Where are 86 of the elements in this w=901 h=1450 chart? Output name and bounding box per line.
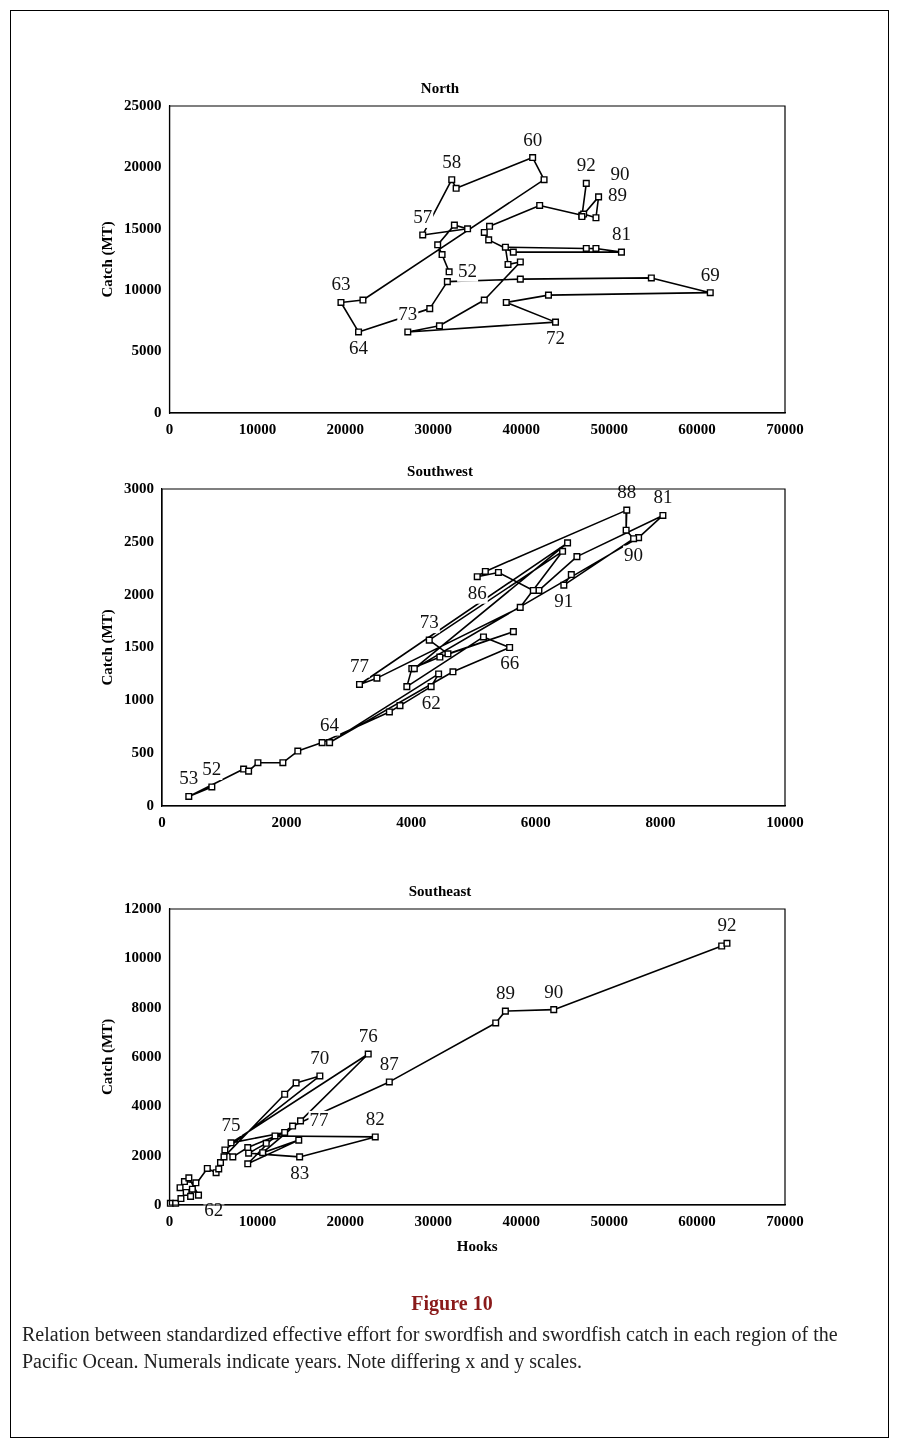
x-tick-label: 10000 xyxy=(238,1212,277,1229)
annotation: 66 xyxy=(500,652,520,674)
annotation: 53 xyxy=(179,767,199,789)
y-tick-label: 2500 xyxy=(124,532,154,549)
annotation: 88 xyxy=(617,481,637,503)
annotation: 90 xyxy=(544,980,564,1002)
annotation: 81 xyxy=(611,223,631,245)
annotation: 89 xyxy=(495,982,515,1004)
y-tick-label: 15000 xyxy=(124,219,162,236)
caption: Figure 10 xyxy=(410,1291,494,1317)
x-tick-label: 40000 xyxy=(502,1212,540,1229)
y-tick-label: 6000 xyxy=(131,1047,162,1064)
x-tick-label: 20000 xyxy=(326,420,365,437)
chart-title: North xyxy=(420,79,460,96)
y-tick-label: 3000 xyxy=(124,479,154,496)
y-tick-label: 10000 xyxy=(124,949,162,966)
annotation: 91 xyxy=(554,590,574,612)
x-tick-label: 2000 xyxy=(271,813,302,830)
annotation: 57 xyxy=(413,205,433,227)
x-tick-label: 10000 xyxy=(766,813,804,830)
x-tick-label: 40000 xyxy=(502,420,540,437)
chart-title: Southwest xyxy=(407,462,473,479)
annotation: 87 xyxy=(379,1052,399,1074)
annotation: 70 xyxy=(310,1046,330,1068)
x-tick-label: 60000 xyxy=(678,420,716,437)
annotation: 64 xyxy=(320,713,340,735)
annotation: 62 xyxy=(204,1199,224,1221)
y-tick-label: 1500 xyxy=(124,638,154,655)
y-tick-label: 0 xyxy=(154,1195,162,1212)
x-tick-label: 4000 xyxy=(396,813,427,830)
annotation: 83 xyxy=(290,1161,310,1183)
y-tick-label: 2000 xyxy=(124,585,154,602)
y-axis-title: Catch (MT) xyxy=(98,609,116,686)
x-tick-label: 50000 xyxy=(590,1212,628,1229)
y-tick-label: 8000 xyxy=(131,998,162,1015)
y-tick-label: 20000 xyxy=(124,158,162,175)
x-tick-label: 30000 xyxy=(414,1212,453,1229)
annotation: 52 xyxy=(458,259,478,281)
annotation: 92 xyxy=(576,154,596,176)
annotation: 86 xyxy=(467,581,487,603)
annotation: 72 xyxy=(546,327,566,349)
y-tick-label: 10000 xyxy=(124,281,162,298)
annotation: 63 xyxy=(331,273,351,295)
annotation: 52 xyxy=(202,757,222,779)
x-tick-label: 0 xyxy=(165,420,174,437)
x-tick-label: 60000 xyxy=(678,1212,716,1229)
annotation: 92 xyxy=(717,914,737,936)
x-tick-label: 70000 xyxy=(766,420,804,437)
y-tick-label: 2000 xyxy=(131,1146,162,1163)
chart-title: Southeast xyxy=(408,882,472,899)
y-tick-label: 5000 xyxy=(131,342,162,359)
x-tick-label: 6000 xyxy=(520,813,551,830)
y-tick-label: 0 xyxy=(146,796,154,813)
annotation: 60 xyxy=(523,128,543,150)
annotation: 76 xyxy=(358,1025,378,1047)
annotation: 73 xyxy=(398,302,418,324)
annotation: 75 xyxy=(221,1113,241,1135)
annotation: 81 xyxy=(653,486,673,508)
y-tick-label: 12000 xyxy=(124,899,162,916)
y-axis-title: Catch (MT) xyxy=(98,221,116,298)
y-tick-label: 4000 xyxy=(131,1097,162,1114)
annotation: 89 xyxy=(607,183,627,205)
annotation: 58 xyxy=(442,150,462,172)
y-tick-label: 1000 xyxy=(124,691,154,708)
text: Relation between standardized effective effort for swordfish and swordfish catch in each region of the Pacific Ocean. Numerals indicate years. Note differing x and y scales. xyxy=(22,1322,839,1375)
annotation: 73 xyxy=(419,611,439,633)
annotation: 90 xyxy=(610,162,630,184)
y-tick-label: 500 xyxy=(131,744,154,761)
annotation: 62 xyxy=(421,691,441,713)
annotation: 90 xyxy=(624,543,644,565)
y-tick-label: 25000 xyxy=(124,96,162,113)
x-tick-label: 50000 xyxy=(590,420,628,437)
x-tick-label: 30000 xyxy=(414,420,453,437)
y-axis-title: Catch (MT) xyxy=(98,1018,116,1096)
annotation: 77 xyxy=(309,1108,329,1130)
x-tick-label: 10000 xyxy=(238,420,277,437)
x-axis-title: Hooks xyxy=(456,1237,498,1254)
y-tick-label: 0 xyxy=(154,403,162,420)
x-tick-label: 8000 xyxy=(645,813,676,830)
annotation: 77 xyxy=(349,655,369,677)
annotation: 69 xyxy=(700,263,720,285)
annotation: 64 xyxy=(349,336,369,358)
x-tick-label: 0 xyxy=(165,1212,174,1229)
x-tick-label: 70000 xyxy=(766,1212,804,1229)
annotation: 82 xyxy=(365,1107,385,1129)
x-tick-label: 20000 xyxy=(326,1212,365,1229)
